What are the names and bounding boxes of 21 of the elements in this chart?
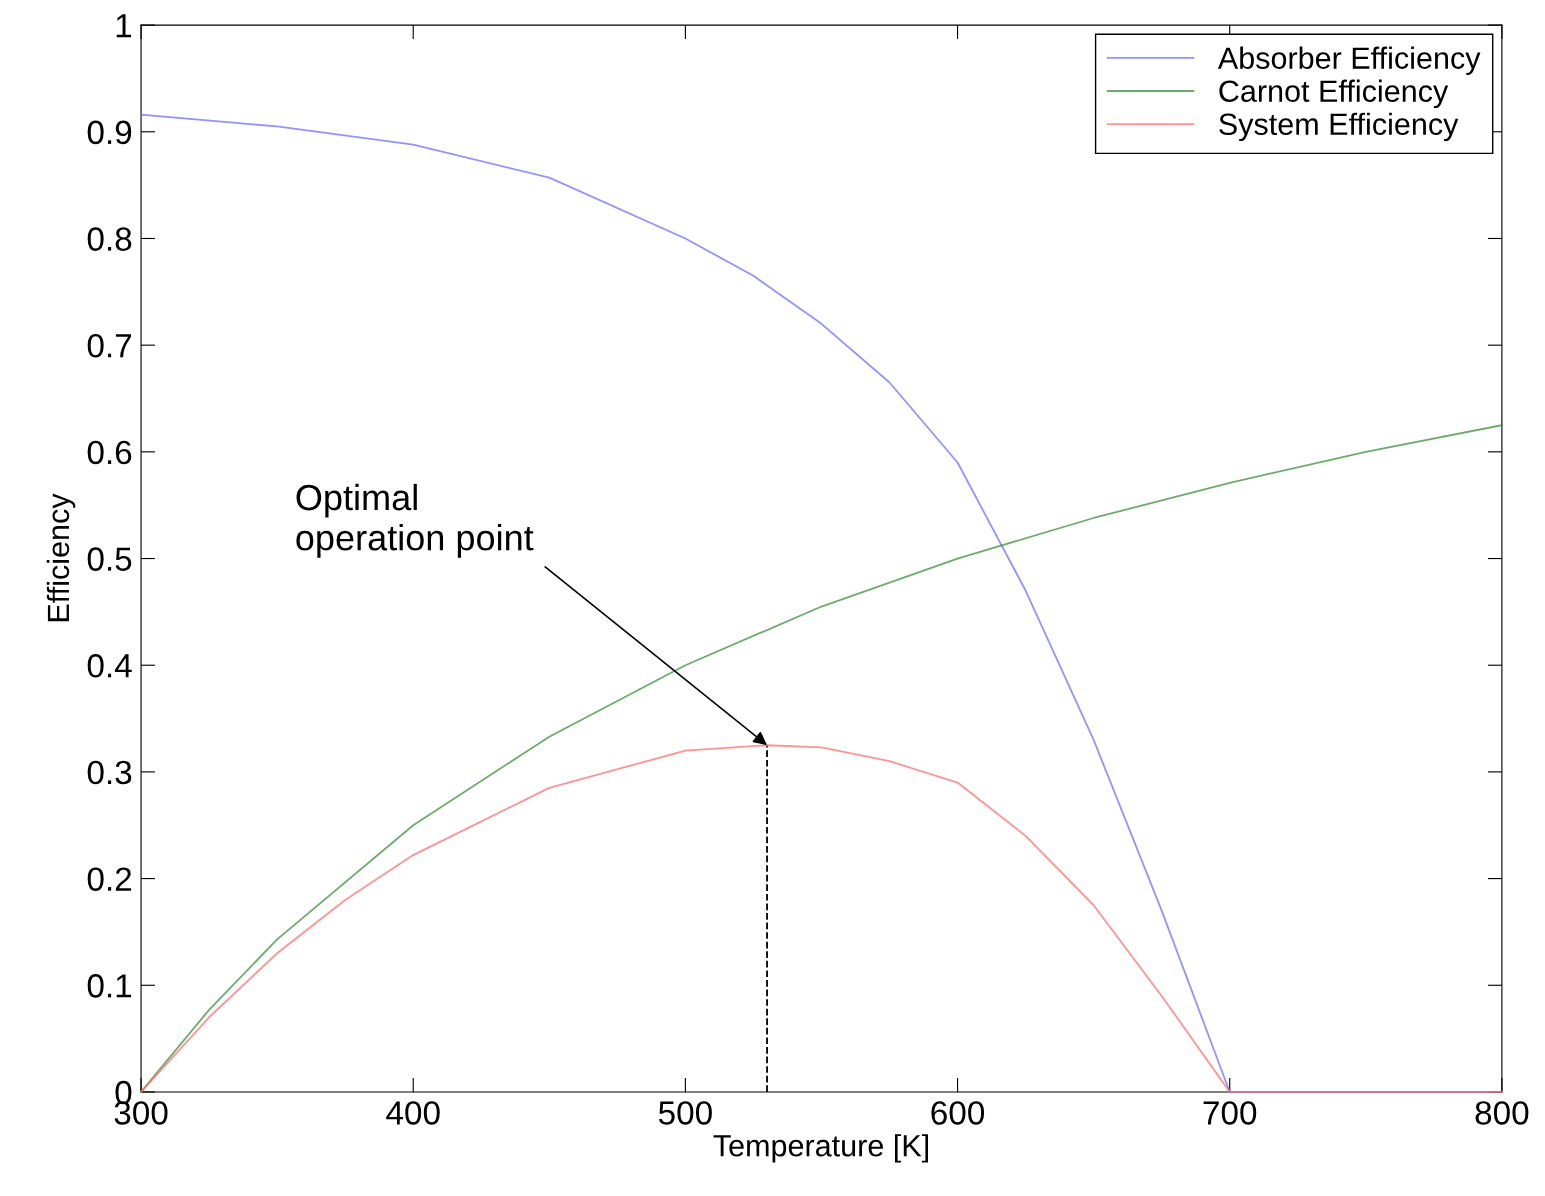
legend-label: Carnot Efficiency (1219, 79, 1449, 109)
y-tick-label: 0.1 (87, 974, 132, 998)
y-tick-label: 0.2 (87, 867, 132, 891)
y-tick-label: 0.9 (87, 120, 132, 145)
y-axis-title: Efficiency (46, 493, 76, 622)
legend-label: System Efficiency (1219, 112, 1459, 142)
y-tick-label: 0.7 (87, 333, 132, 358)
y-tick-label: 0.4 (87, 654, 132, 678)
y-tick-label: 0.8 (87, 227, 132, 251)
x-axis-title: Temperature [K] (713, 1134, 928, 1163)
x-tick-label: 500 (658, 1101, 712, 1125)
x-tick-label: 600 (931, 1101, 985, 1125)
y-tick-label: 0.5 (87, 547, 132, 571)
y-tick-label: 0.3 (87, 760, 132, 785)
x-tick-label: 800 (1475, 1101, 1529, 1125)
y-tick-label: 1 (116, 14, 132, 38)
x-tick-label: 700 (1203, 1101, 1257, 1125)
x-tick-label: 400 (386, 1101, 440, 1125)
legend-label: Absorber Efficiency (1217, 46, 1481, 75)
y-tick-label: 0.6 (87, 440, 132, 465)
annotation: Optimal operation point (296, 483, 534, 558)
